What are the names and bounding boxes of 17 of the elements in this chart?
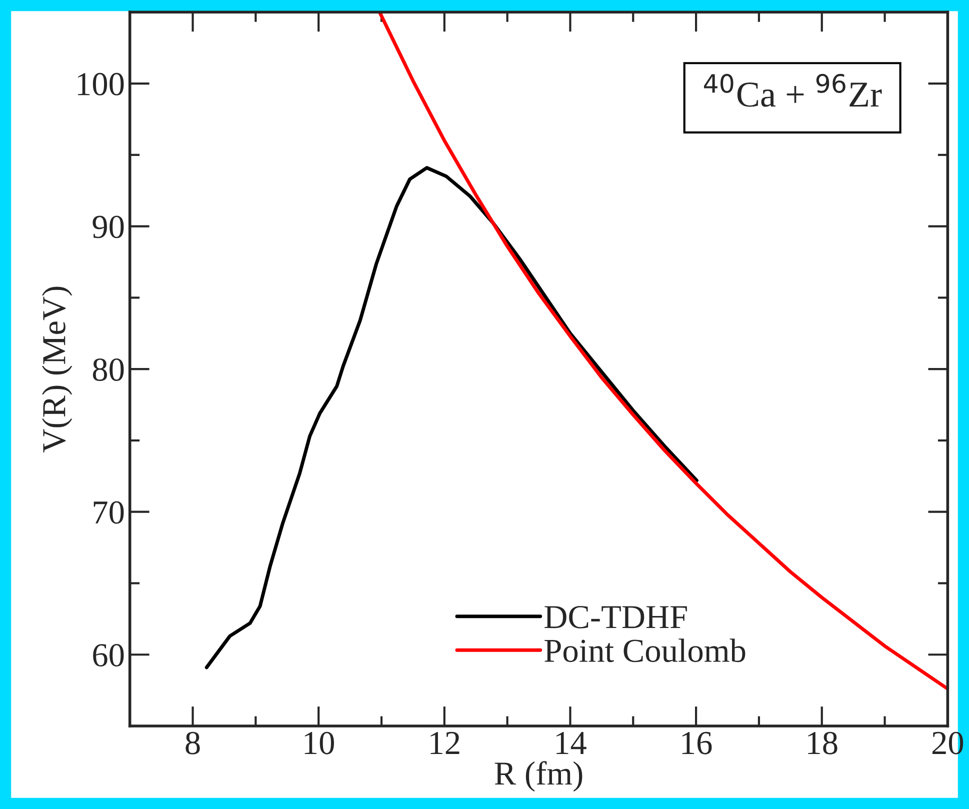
- legend-label: DC-TDHF: [544, 606, 687, 628]
- x-tick-label: 8: [186, 732, 200, 754]
- x-tick-label: 12: [430, 732, 460, 754]
- y-tick-label: 80: [92, 358, 124, 381]
- annotation: $^{40}$Ca + $^{96}$Zr: [704, 74, 882, 107]
- y-tick-label: 60: [93, 644, 124, 667]
- x-tick-label: 14: [556, 732, 586, 754]
- x-tick-label: 10: [304, 732, 334, 754]
- y-axis-title: V(R) (MeV): [42, 286, 72, 452]
- legend-label: Point Coulomb: [544, 638, 746, 662]
- y-tick-label: 90: [92, 216, 124, 238]
- line-series: [378, 12, 948, 691]
- y-tick-label: 70: [94, 501, 124, 524]
- y-tick-label: 100: [78, 72, 124, 96]
- x-tick-label: 16: [682, 732, 712, 754]
- x-tick-label: 18: [808, 732, 838, 754]
- x-axis-title: R (fm): [494, 761, 582, 792]
